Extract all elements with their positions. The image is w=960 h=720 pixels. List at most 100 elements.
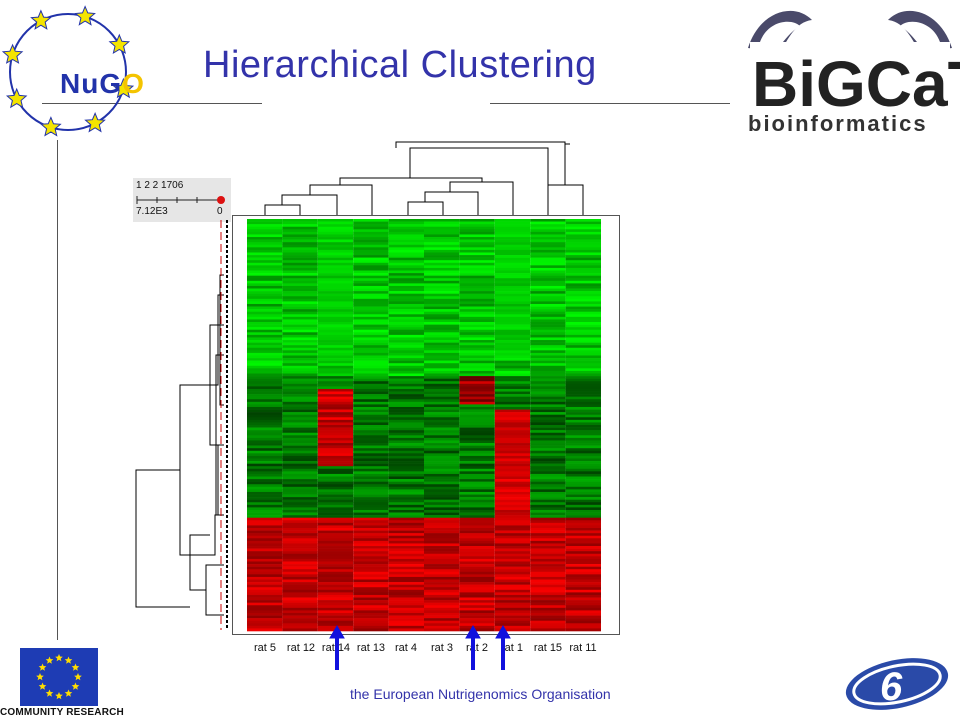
heatmap-column[interactable] — [353, 219, 389, 632]
heatmap-cell — [494, 592, 531, 596]
heatmap-cell — [424, 293, 460, 297]
heatmap-cell — [530, 546, 566, 549]
heatmap-cell — [424, 283, 460, 287]
heatmap-cell — [530, 316, 566, 320]
heatmap-column[interactable] — [565, 219, 601, 632]
heatmap-cell — [317, 422, 354, 426]
heatmap-cell — [317, 515, 354, 519]
heatmap-cell — [388, 589, 424, 593]
heatmap-cell — [494, 255, 531, 258]
heatmap-cell — [282, 412, 318, 416]
heatmap-cell — [317, 476, 354, 480]
heatmap-cell — [282, 569, 318, 573]
heatmap-cell — [459, 219, 495, 222]
heatmap-cell — [388, 396, 424, 400]
heatmap-cell — [494, 607, 531, 611]
heatmap-cell — [565, 391, 601, 395]
heatmap-cell — [494, 484, 531, 488]
heatmap-cell — [247, 623, 283, 627]
heatmap-cell — [459, 512, 495, 516]
heatmap-cell — [530, 571, 566, 575]
heatmap[interactable] — [233, 216, 619, 634]
heatmap-cell — [282, 260, 318, 264]
heatmap-cell — [282, 314, 318, 318]
heatmap-cell — [317, 417, 354, 421]
heatmap-cell — [282, 226, 318, 230]
distance-scale-widget[interactable]: 1 2 2 1706 7.12E3 0 — [133, 178, 231, 222]
heatmap-cell — [565, 489, 601, 493]
heatmap-cell — [247, 365, 283, 369]
heatmap-cell — [353, 615, 389, 619]
heatmap-cell — [317, 291, 354, 294]
heatmap-cell — [353, 386, 389, 390]
heatmap-cell — [565, 350, 601, 354]
heatmap-cell — [247, 461, 283, 464]
heatmap-cell — [565, 275, 601, 279]
heatmap-cell — [565, 448, 601, 452]
heatmap-cell — [530, 522, 566, 526]
heatmap-cell — [530, 605, 566, 609]
heatmap-cell — [247, 373, 283, 377]
scale-handle[interactable] — [217, 196, 225, 204]
heatmap-cell — [565, 628, 601, 632]
heatmap-cell — [565, 285, 601, 289]
heatmap-cell — [388, 267, 424, 271]
heatmap-cell — [388, 244, 424, 248]
heatmap-cell — [530, 358, 566, 361]
heatmap-cell — [353, 553, 389, 557]
heatmap-cell — [388, 352, 424, 356]
heatmap-cell — [388, 285, 424, 289]
heatmap-column[interactable] — [388, 219, 424, 632]
scale-slider[interactable] — [135, 194, 229, 206]
heatmap-cell — [282, 376, 318, 379]
heatmap-cell — [565, 540, 601, 544]
heatmap-cell — [388, 522, 424, 526]
heatmap-column[interactable] — [494, 219, 531, 632]
heatmap-cell — [530, 360, 566, 364]
heatmap-cell — [353, 564, 389, 567]
heatmap-cell — [459, 548, 495, 552]
heatmap-cell — [494, 267, 531, 271]
heatmap-cell — [530, 612, 566, 616]
heatmap-cell — [353, 453, 389, 457]
heatmap-column[interactable] — [530, 219, 566, 632]
heatmap-cell — [247, 301, 283, 305]
heatmap-cell — [282, 249, 318, 253]
heatmap-cell — [424, 234, 460, 238]
heatmap-cell — [424, 383, 460, 387]
heatmap-column[interactable] — [424, 219, 460, 632]
star-icon — [71, 682, 80, 690]
heatmap-cell — [530, 373, 566, 377]
heatmap-cell — [282, 486, 318, 490]
heatmap-cell — [282, 468, 318, 472]
heatmap-column[interactable] — [282, 219, 318, 632]
heatmap-cell — [282, 453, 318, 457]
heatmap-cell — [353, 491, 389, 495]
heatmap-column[interactable] — [459, 219, 495, 632]
heatmap-cell — [247, 340, 283, 343]
heatmap-cell — [247, 512, 283, 516]
heatmap-cell — [459, 221, 495, 225]
heatmap-cell — [353, 249, 389, 253]
heatmap-cell — [282, 319, 318, 323]
left-vertical-rule — [57, 140, 58, 640]
heatmap-cell — [459, 249, 495, 253]
heatmap-cell — [494, 365, 531, 369]
heatmap-cell — [530, 229, 566, 233]
heatmap-cell — [530, 314, 566, 318]
heatmap-cell — [353, 430, 389, 434]
heatmap-cell — [247, 551, 283, 555]
heatmap-cell — [247, 244, 283, 248]
heatmap-cell — [282, 432, 318, 436]
heatmap-cell — [424, 355, 460, 359]
heatmap-cell — [494, 576, 531, 580]
heatmap-cell — [353, 406, 389, 410]
heatmap-column[interactable] — [247, 219, 283, 632]
heatmap-cell — [565, 399, 601, 403]
heatmap-column[interactable] — [317, 219, 354, 632]
heatmap-cell — [459, 538, 495, 542]
heatmap-cell — [388, 378, 424, 382]
heatmap-cell — [282, 620, 318, 624]
heatmap-cell — [388, 291, 424, 294]
heatmap-cell — [353, 296, 389, 300]
